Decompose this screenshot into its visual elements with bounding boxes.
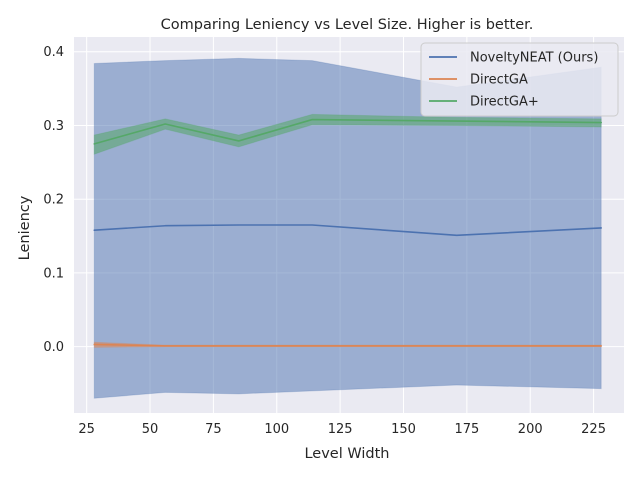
x-tick-label: 50: [142, 422, 159, 437]
x-tick-label: 100: [264, 422, 289, 437]
y-axis-label: Leniency: [17, 195, 33, 260]
legend: NoveltyNEAT (Ours) DirectGA DirectGA+: [420, 42, 619, 117]
x-tick-label: 125: [328, 422, 353, 437]
x-tick-labels: 25 50 75 100 125 150 175 200 225: [78, 422, 606, 437]
x-axis-label: Level Width: [304, 446, 389, 462]
confidence-band-2: [93, 113, 602, 155]
chart-title: Comparing Leniency vs Level Size. Higher…: [161, 17, 534, 33]
legend-label-0: NoveltyNEAT (Ours): [470, 51, 598, 66]
series-line-0: [93, 224, 602, 237]
legend-frame: [420, 42, 619, 117]
x-tick-label: 200: [518, 422, 543, 437]
y-tick-label: 0.2: [43, 193, 64, 208]
x-tick-label: 25: [78, 422, 95, 437]
x-tick-label: 175: [454, 422, 479, 437]
y-tick-label: 0.0: [43, 340, 64, 355]
x-tick-label: 225: [581, 422, 606, 437]
y-tick-label: 0.1: [43, 266, 64, 281]
series-lines: [93, 118, 602, 347]
x-tick-label: 150: [391, 422, 416, 437]
y-tick-label: 0.3: [43, 119, 64, 134]
y-tick-label: 0.4: [43, 45, 64, 60]
series-line-2: [93, 118, 602, 145]
legend-label-1: DirectGA: [470, 73, 528, 88]
series-line-1: [93, 343, 602, 347]
x-tick-label: 75: [205, 422, 222, 437]
legend-label-2: DirectGA+: [470, 95, 539, 110]
y-tick-labels: 0.0 0.1 0.2 0.3 0.4: [43, 45, 64, 355]
